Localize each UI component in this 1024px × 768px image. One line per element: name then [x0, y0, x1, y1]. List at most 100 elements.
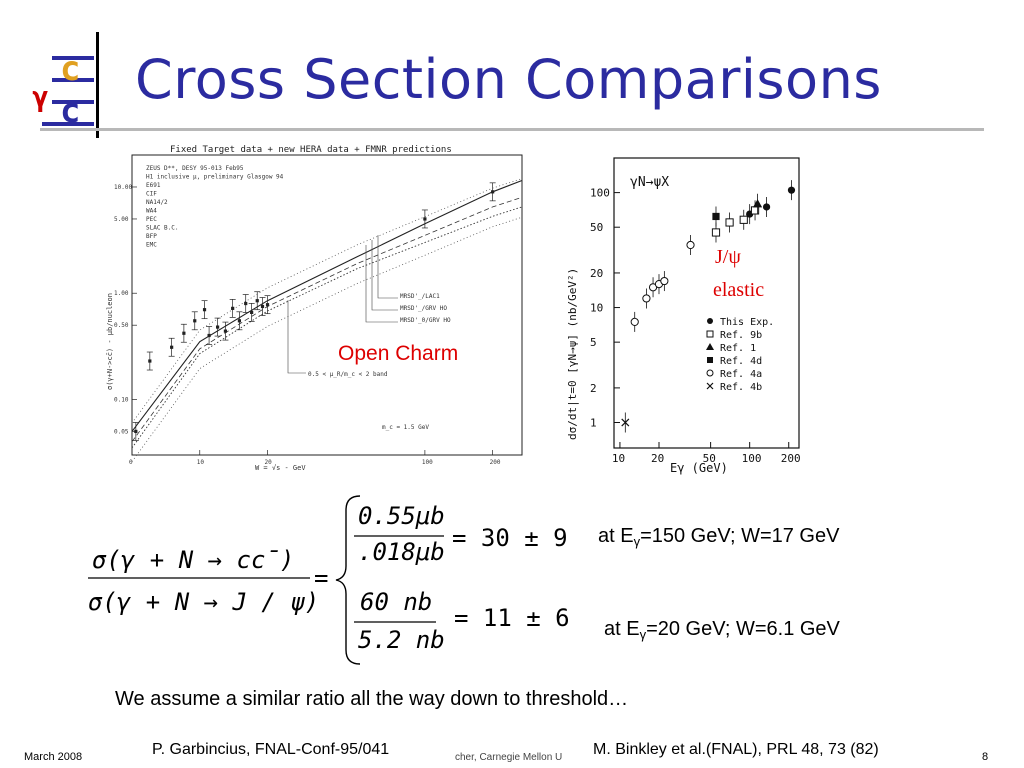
open-charm-cross-section-plot: Fixed Target data + new HERA data + FMNR… — [100, 140, 530, 476]
fig1-data-point — [202, 308, 207, 312]
case1-result: = 30 ± 9 — [452, 524, 568, 552]
case2-denominator: 5.2 nb — [358, 626, 445, 654]
fig1-mass-label: m_c = 1.5 GeV — [382, 424, 429, 431]
fig1-data-point — [223, 329, 228, 333]
condition-high-energy: at Eγ=150 GeV; W=17 GeV — [598, 525, 840, 549]
equation-equals: = — [314, 564, 328, 592]
fig1-data-point — [255, 299, 259, 303]
footer-author: cher, Carnegie Mellon U — [455, 752, 563, 763]
fig2-reaction: γN→ψX — [630, 175, 669, 190]
fig2-y-tick-label: 2 — [590, 382, 597, 395]
fig1-data-point — [215, 325, 220, 329]
fig2-y-tick-label: 10 — [590, 302, 603, 315]
fig1-data-point — [491, 190, 495, 194]
fig1-data-point — [250, 310, 254, 314]
logo-bottom-letter: c — [60, 91, 80, 131]
open-charm-annotation: Open Charm — [338, 342, 459, 365]
fig1-xlabel: W = √s - GeV — [255, 464, 306, 472]
fig2-ylabel: dσ/dt|t=0 [γN→ψ] (nb/GeV²) — [566, 268, 579, 440]
fig1-ylabel: σ(γ+N->cc̄) - μb/nucleon — [106, 293, 114, 390]
marker-filled-square — [712, 212, 720, 221]
fig2-legend-entry: Ref. 9b — [720, 330, 762, 341]
jpsi-photoproduction-plot: γN→ψX 100 50 20 10 5 2 1 10 20 50 100 200 This Exp… — [562, 150, 802, 480]
marker-cross — [621, 418, 630, 427]
jpsi-annotation: J/ψ — [715, 246, 741, 268]
marker-open-circle — [660, 276, 669, 286]
case2-numerator: 60 nb — [360, 588, 432, 616]
fig1-data-point — [231, 306, 235, 310]
fig1-data-point — [265, 303, 270, 307]
fig1-curve-label-1: MRSD'_/LAC1 — [400, 293, 440, 300]
fig2-legend-entry: This Exp. — [720, 317, 774, 328]
fig1-legend-entry: ZEUS D**, DESY 95-013 Feb95 — [146, 165, 244, 172]
marker-open-circle — [642, 294, 651, 303]
condition-prefix: at E — [604, 618, 640, 640]
fig1-data-point — [244, 301, 248, 306]
equation-numerator: σ(γ + N → cc̄) — [92, 546, 294, 574]
marker-filled-triangle — [752, 199, 763, 208]
fig1-x-tick-label: 20 — [265, 459, 273, 466]
fig1-x-tick-label: 200 — [490, 459, 501, 466]
fig1-legend-entry: E691 — [146, 182, 161, 189]
fig1-data-point — [148, 359, 152, 363]
marker-open-square — [706, 330, 714, 338]
marker-open-square — [725, 218, 734, 227]
fig1-y-tick-label: 5.00 — [114, 216, 129, 223]
fig2-x-tick-label: 200 — [781, 452, 801, 465]
fig1-legend-entry: SLAC B.C. — [146, 225, 179, 232]
footer-reference-right: M. Binkley et al.(FNAL), PRL 48, 73 (82) — [593, 741, 879, 758]
case1-denominator: .018μb — [358, 538, 445, 566]
logo-gamma: γ — [32, 80, 49, 113]
fig1-curve — [131, 196, 523, 442]
equation-denominator: σ(γ + N → J / ψ) — [88, 588, 319, 616]
page-number: 8 — [982, 751, 989, 763]
marker-filled-circle — [707, 318, 713, 324]
fig1-y-tick-label: 10.00 — [114, 184, 132, 191]
fig2-legend-entry: Ref. 4a — [720, 369, 762, 380]
fig2-x-tick-label: 50 — [703, 452, 716, 465]
fig2-y-tick-label: 100 — [590, 187, 610, 200]
fig2-legend-entry: Ref. 1 — [720, 343, 756, 354]
condition-low-energy: at Eγ=20 GeV; W=6.1 GeV — [604, 618, 840, 642]
fig2-x-tick-label: 100 — [742, 452, 762, 465]
condition-subscript: γ — [633, 534, 641, 549]
fig2-frame — [613, 157, 800, 449]
fig1-y-tick-label: 0.50 — [114, 322, 129, 329]
case2-result: = 11 ± 6 — [454, 604, 568, 632]
fig1-legend-entry: NA14/2 — [146, 199, 168, 206]
fig1-header: Fixed Target data + new HERA data + FMNR… — [170, 145, 452, 155]
fig2-y-tick-label: 5 — [590, 336, 597, 349]
footer-reference-left: P. Garbincius, FNAL-Conf-95/041 — [152, 741, 390, 758]
condition-values: =150 GeV; W=17 GeV — [640, 525, 840, 547]
marker-filled-circle — [787, 186, 796, 194]
case1-numerator: 0.55μb — [358, 502, 445, 530]
marker-filled-triangle — [706, 343, 714, 350]
marker-filled-circle — [762, 203, 771, 211]
marker-cross — [706, 382, 714, 390]
fig2-x-tick-label: 10 — [612, 452, 625, 465]
footer-date: March 2008 — [24, 751, 83, 763]
fig2-legend-entry: Ref. 4b — [720, 382, 762, 393]
marker-open-square — [711, 228, 721, 237]
fig1-data-point — [182, 331, 186, 335]
title-divider-horizontal — [40, 128, 984, 131]
fig2-legend-entry: Ref. 4d — [720, 356, 762, 367]
fig1-band-label: 0.5 < μ_R/m_c < 2 band — [308, 371, 388, 378]
fig1-x-tick-label: 10 — [197, 459, 205, 466]
marker-open-circle — [706, 369, 714, 377]
page-title: Cross Section Comparisons — [135, 48, 882, 111]
fig1-frame — [131, 154, 523, 456]
fig1-legend-entry: H1 inclusive μ, preliminary Glasgow 94 — [146, 174, 284, 181]
fig1-curve-label-2: MRSD'_/GRV HO — [400, 305, 447, 312]
marker-open-circle — [630, 317, 639, 327]
fig1-band-lower — [131, 216, 523, 462]
fig1-data-point — [170, 345, 174, 349]
fig1-data-point — [423, 217, 427, 221]
fig1-curve — [131, 206, 523, 449]
fig1-legend-entry: WA4 — [146, 208, 157, 215]
fig1-y-tick-label: 0.05 — [114, 428, 129, 435]
fig1-x-tick-label: 0 — [129, 459, 133, 466]
marker-filled-square — [707, 357, 713, 363]
fig1-legend-entry: BFP — [146, 233, 157, 240]
marker-open-circle — [686, 240, 695, 250]
